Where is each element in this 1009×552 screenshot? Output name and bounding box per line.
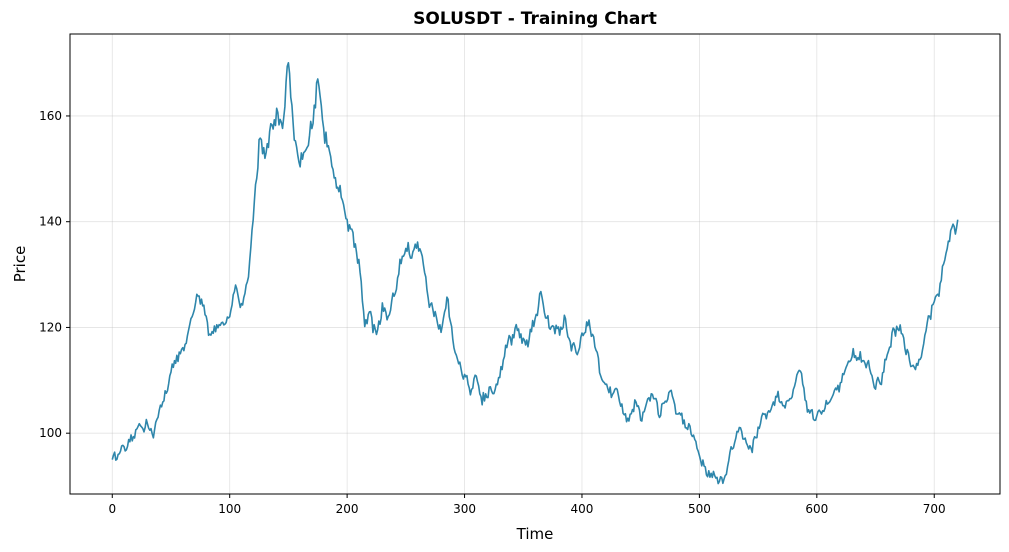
y-tick-label: 120 [39, 320, 62, 334]
x-tick-label: 300 [453, 502, 476, 516]
series-layer [111, 61, 959, 485]
gridlines [70, 34, 1000, 494]
x-tick-label: 400 [571, 502, 594, 516]
y-axis-label: Price [11, 246, 29, 283]
y-tick-label: 100 [39, 426, 62, 440]
x-tick-label: 0 [108, 502, 116, 516]
x-tick-label: 700 [923, 502, 946, 516]
x-tick-label: 100 [218, 502, 241, 516]
x-tick-label: 200 [336, 502, 359, 516]
chart-title: SOLUSDT - Training Chart [413, 9, 657, 29]
x-tick-label: 600 [805, 502, 828, 516]
price-line [111, 61, 959, 485]
x-tick-label: 500 [688, 502, 711, 516]
plot-frame [69, 33, 1001, 495]
y-tick-label: 140 [39, 215, 62, 229]
y-tick-label: 160 [39, 109, 62, 123]
tick-layer: 0 100 200 300 400 500 600 700 100 120 140 160 [39, 109, 946, 516]
x-axis-label: Time [516, 525, 554, 543]
